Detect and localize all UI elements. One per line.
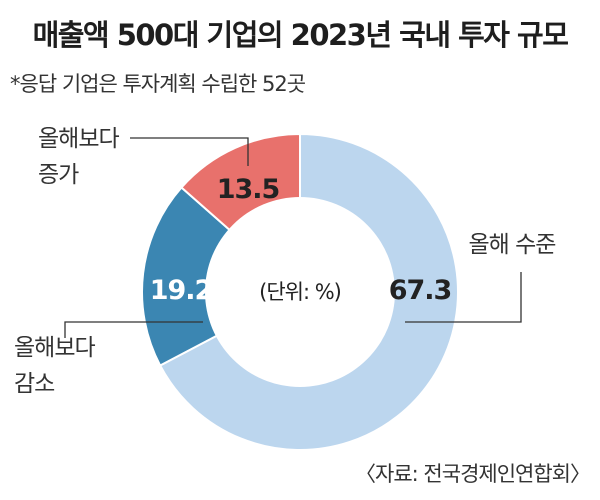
slice-category-label: 감소	[14, 371, 54, 397]
leader-line	[64, 321, 203, 338]
leader-line	[405, 272, 522, 323]
slice-value-label: 19.2	[150, 275, 213, 306]
chart-note: *응답 기업은 투자계획 수립한 52곳	[10, 72, 306, 96]
donut-hole	[205, 197, 395, 387]
slice-value-label: 13.5	[217, 174, 280, 205]
slice-category-label: 올해 수준	[469, 232, 556, 258]
leader-line	[130, 137, 249, 166]
value-labels: 67.3 19.2 13.5	[150, 174, 453, 306]
unit-label: (단위: %)	[259, 280, 341, 304]
slice-category-label: 올해보다	[14, 335, 95, 361]
source-label: 〈자료: 전국경제인연합회〉	[355, 462, 591, 486]
leader-lines	[64, 137, 522, 338]
chart-title: 매출액 500대 기업의 2023년 국내 투자 규모	[32, 18, 569, 52]
slice-category-label: 올해보다	[38, 126, 119, 152]
slice-value-label: 67.3	[389, 275, 452, 306]
slice-category-label: 증가	[38, 162, 79, 188]
